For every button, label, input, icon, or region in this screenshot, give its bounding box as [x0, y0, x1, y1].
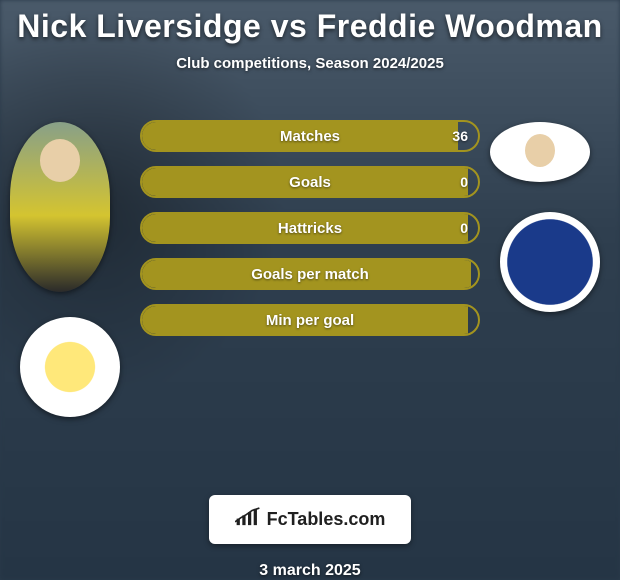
stat-bar-label: Goals per match — [142, 260, 478, 288]
compare-area: Matches36Goals0Hattricks0Goals per match… — [0, 72, 620, 495]
stat-bar: Matches36 — [140, 120, 480, 152]
brand-text: FcTables.com — [267, 509, 386, 530]
club-crest-left — [20, 317, 120, 417]
subtitle: Club competitions, Season 2024/2025 — [176, 55, 444, 72]
brand-chart-icon — [235, 507, 261, 532]
page-title: Nick Liversidge vs Freddie Woodman — [17, 8, 602, 45]
stat-bar: Hattricks0 — [140, 212, 480, 244]
brand-badge: FcTables.com — [209, 495, 412, 544]
stat-bar: Min per goal — [140, 304, 480, 336]
player-photo-left — [10, 122, 110, 292]
stat-bar-value: 0 — [460, 168, 468, 196]
stat-bar-label: Hattricks — [142, 214, 478, 242]
stat-bar: Goals per match — [140, 258, 480, 290]
stat-bar-label: Goals — [142, 168, 478, 196]
stat-bar-label: Matches — [142, 122, 478, 150]
date-label: 3 march 2025 — [259, 562, 360, 580]
stat-bar-value: 0 — [460, 214, 468, 242]
stats-bars: Matches36Goals0Hattricks0Goals per match… — [140, 120, 480, 336]
club-crest-right — [500, 212, 600, 312]
stat-bar-value: 36 — [452, 122, 468, 150]
player-photo-right — [490, 122, 590, 182]
stat-bar: Goals0 — [140, 166, 480, 198]
infographic-container: Nick Liversidge vs Freddie Woodman Club … — [0, 0, 620, 580]
stat-bar-label: Min per goal — [142, 306, 478, 334]
